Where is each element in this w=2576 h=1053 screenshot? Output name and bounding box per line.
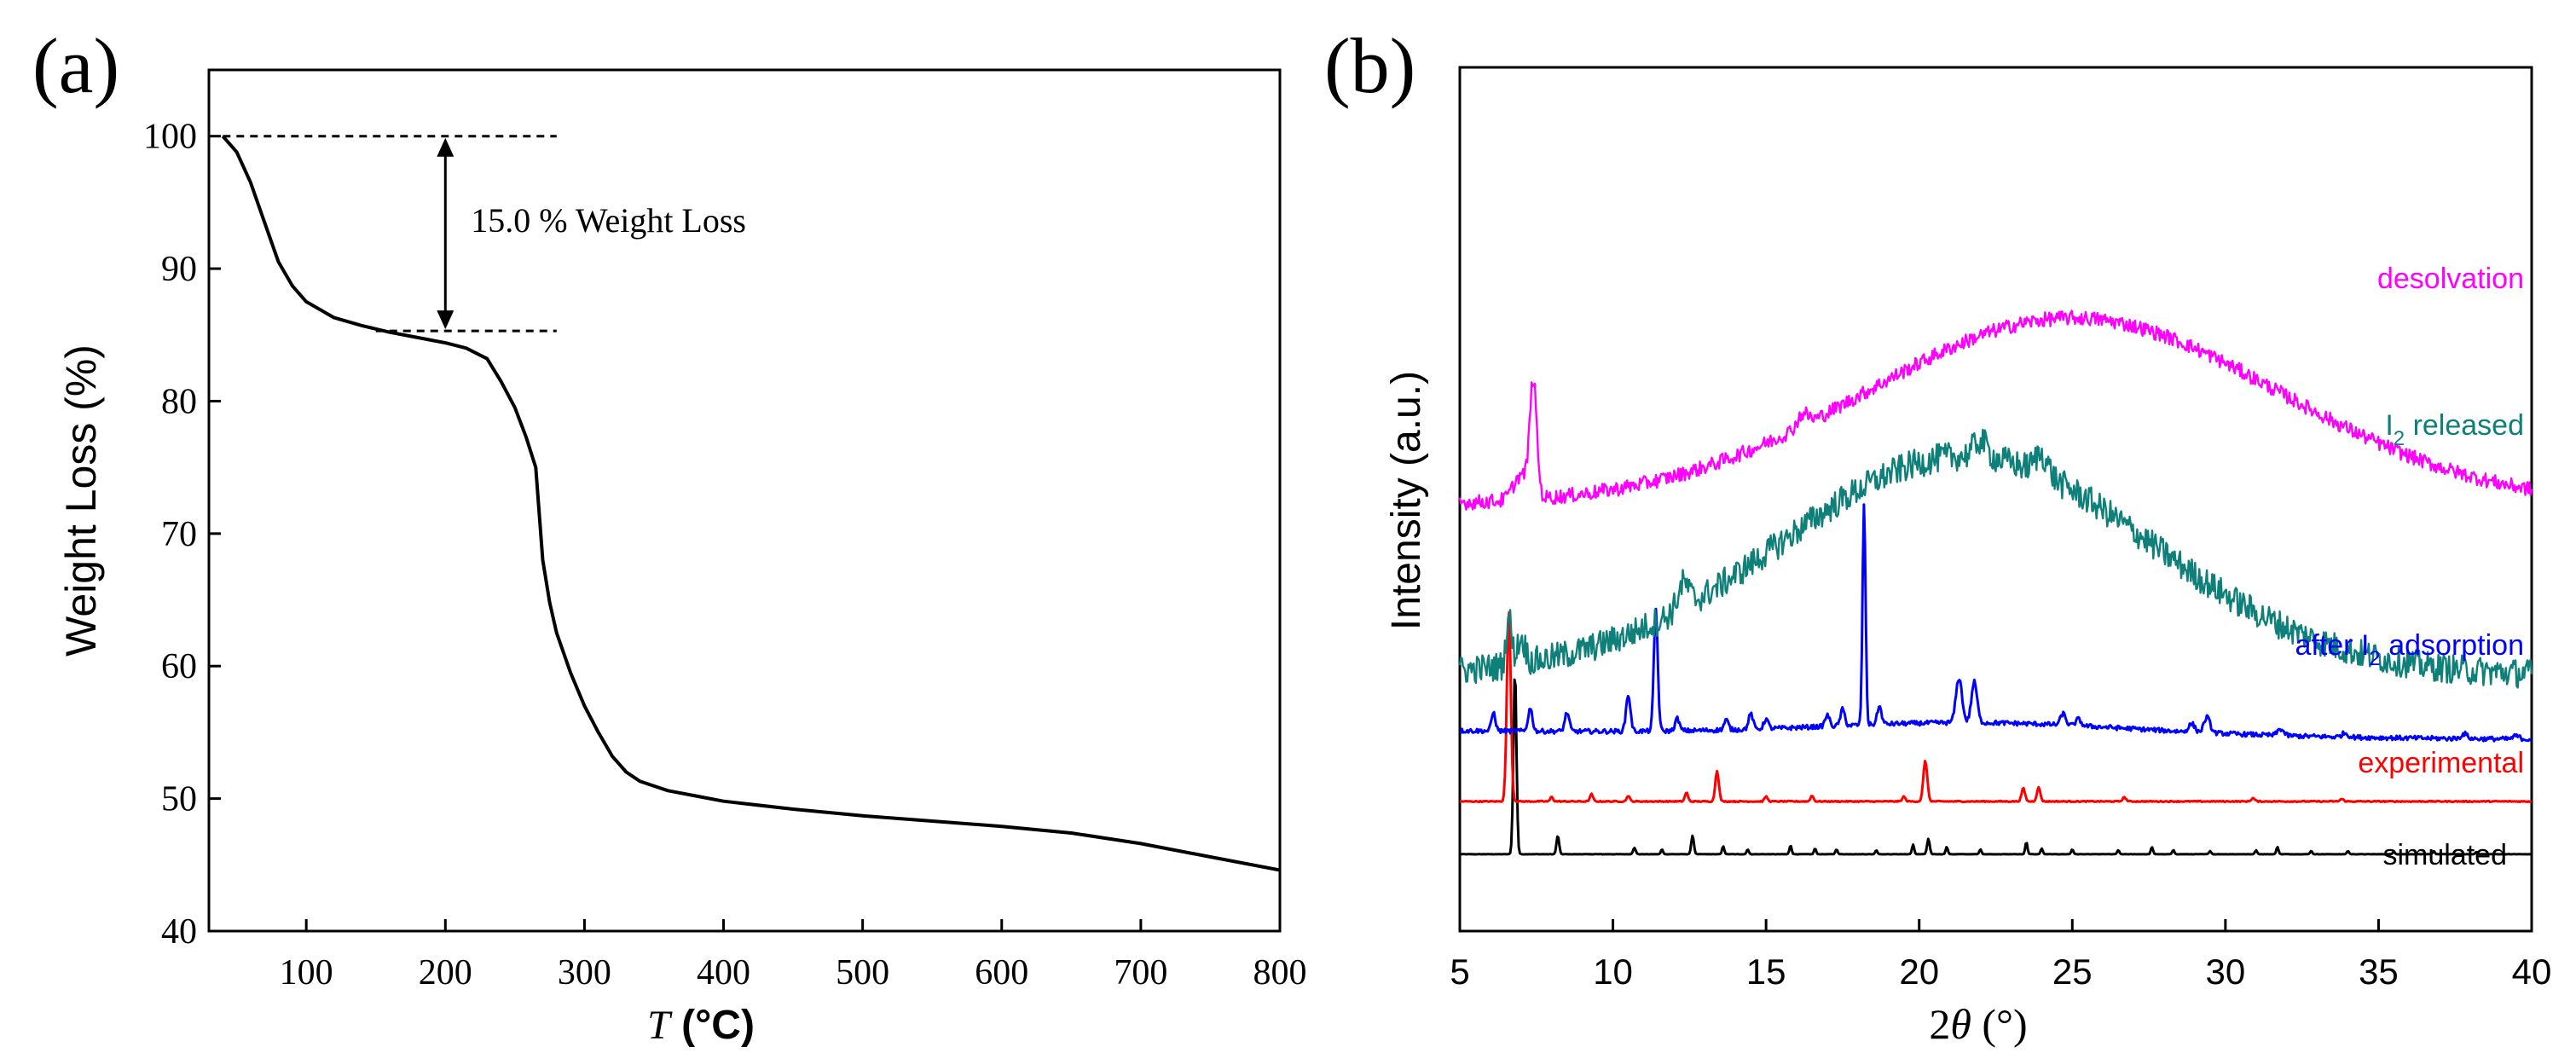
panel-b-x-tick-label: 35 — [2359, 952, 2399, 992]
panel-b-x-label: 2θ (°) — [1929, 1000, 2027, 1048]
adsorption-label-rest: adsorption — [2381, 629, 2524, 662]
panel-a-y-tick-label: 100 — [143, 118, 197, 157]
panel-a-x-label: T (°C) — [647, 1003, 755, 1048]
panel-b-x-tick-label: 5 — [1450, 952, 1469, 992]
panel-b-x-tick-label: 40 — [2512, 952, 2552, 992]
panel-a-y-tick-label: 60 — [161, 647, 197, 686]
weight-loss-annotation-text: 15.0 % Weight Loss — [471, 201, 746, 240]
i2-released-label-main: I — [2385, 409, 2393, 442]
panel-a-y-label: Weight Loss (%) — [57, 344, 105, 657]
panel-a: (a) 100 200 300 400 500 600 700 800 40 50 60 70 80 9… — [32, 22, 1307, 1048]
panel-a-x-tick-label: 500 — [836, 953, 889, 992]
series-label-experimental: experimental — [2358, 747, 2524, 779]
panel-b-label: (b) — [1324, 22, 1415, 109]
xrd-pattern-experimental — [1459, 610, 2533, 804]
panel-a-x-tick-label: 100 — [280, 953, 333, 992]
i2-released-label-rest: released — [2405, 409, 2524, 442]
panel-a-y-ticks: 40 50 60 70 80 90 100 — [143, 118, 221, 952]
panel-a-frame — [207, 68, 1282, 933]
panel-b-x-tick-label: 30 — [2205, 952, 2245, 992]
xrd-pattern-i2-released — [1458, 428, 2533, 689]
xrd-pattern-after-i2-adsorption — [1459, 503, 2533, 743]
panel-a-x-label-italic: T — [647, 1003, 673, 1048]
panel-b-x-label-main: 2 — [1929, 1000, 1950, 1048]
adsorption-label-sub: 2 — [2369, 647, 2380, 670]
annotation-arrow-head-up — [437, 137, 454, 157]
panel-a-x-tick-label: 800 — [1253, 953, 1307, 992]
series-label-i2-released: I2 released — [2385, 409, 2524, 450]
panel-a-label: (a) — [32, 22, 119, 109]
panel-b-x-label-italic: θ — [1950, 1000, 1971, 1048]
annotation-arrow-head-down — [437, 310, 454, 330]
panel-a-y-tick-label: 90 — [161, 250, 197, 289]
tga-curve — [221, 135, 1281, 872]
panel-b-x-tick-label: 10 — [1593, 952, 1633, 992]
panel-b-series-labels: desolvation I2 released after I2 adsorpt… — [2295, 263, 2524, 871]
adsorption-label-main: after I — [2295, 629, 2369, 662]
panel-b-x-tick-label: 15 — [1746, 952, 1786, 992]
weight-loss-annotation: 15.0 % Weight Loss — [223, 135, 746, 333]
xrd-pattern-simulated — [1459, 678, 2533, 856]
panel-a-y-tick-label: 40 — [161, 912, 197, 952]
panel-b-x-tick-label: 20 — [1899, 952, 1939, 992]
series-label-desolvation: desolvation — [2377, 263, 2524, 295]
series-label-simulated: simulated — [2382, 839, 2507, 871]
panel-a-x-tick-label: 300 — [558, 953, 611, 992]
panel-b-series — [1458, 310, 2533, 856]
panel-a-x-tick-label: 200 — [419, 953, 472, 992]
i2-released-label-sub: 2 — [2394, 427, 2405, 450]
panel-a-x-tick-label: 600 — [975, 953, 1028, 992]
panel-a-series — [221, 135, 1281, 872]
panel-b-x-ticks: 5 10 15 20 25 30 35 40 — [1450, 919, 2551, 992]
panel-a-x-label-unit: (°C) — [670, 1003, 755, 1048]
panel-a-x-tick-label: 700 — [1114, 953, 1167, 992]
panel-a-y-tick-label: 70 — [161, 515, 197, 554]
panel-a-y-tick-label: 80 — [161, 382, 197, 421]
xrd-pattern-desolvation — [1458, 310, 2533, 511]
panel-b-x-label-unit: (°) — [1971, 1000, 2028, 1048]
panel-b-y-label: Intensity (a.u.) — [1384, 371, 1429, 630]
panel-a-x-tick-label: 400 — [697, 953, 750, 992]
panel-a-y-tick-label: 50 — [161, 780, 197, 819]
panel-b: (b) 5 10 15 20 25 30 35 40 desolvation I2 relea… — [1324, 22, 2551, 1048]
panel-b-x-tick-label: 25 — [2052, 952, 2093, 992]
series-label-after-i2-adsorption: after I2 adsorption — [2295, 629, 2524, 670]
panel-a-x-ticks: 100 200 300 400 500 600 700 800 — [280, 919, 1307, 992]
